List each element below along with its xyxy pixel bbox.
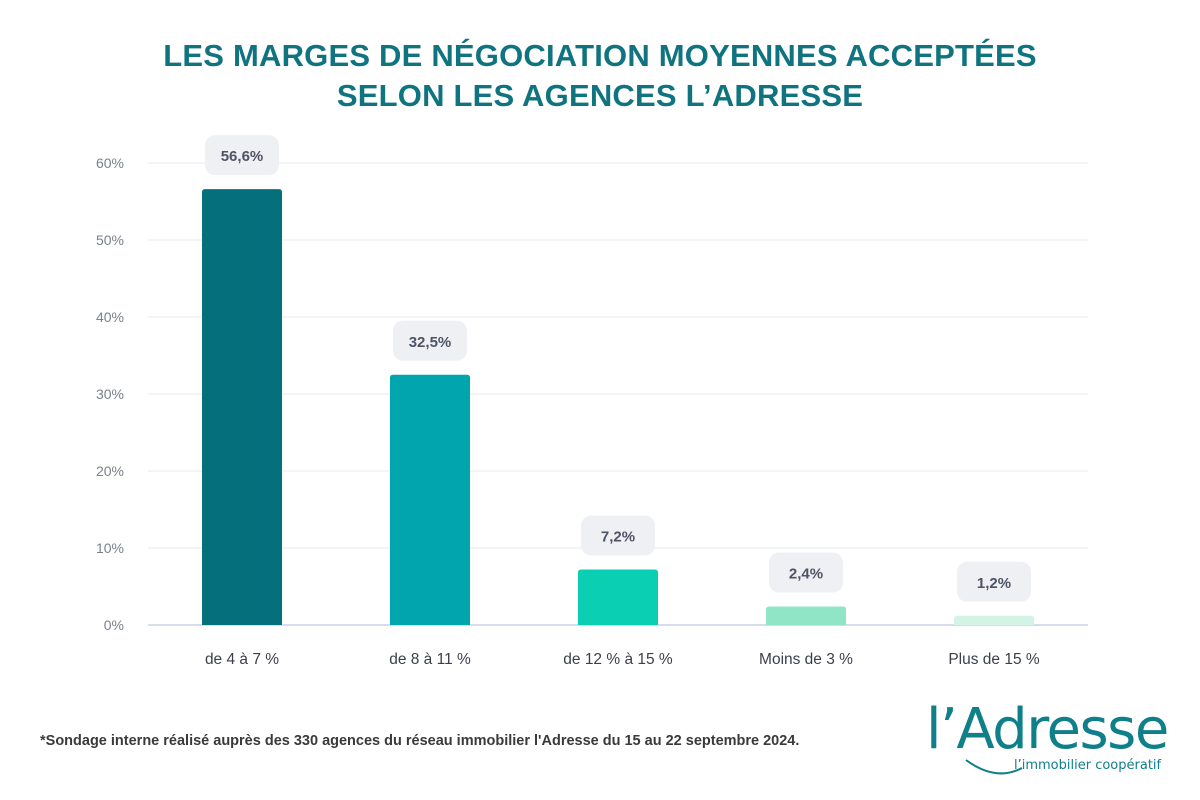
x-tick-label: Plus de 15 %: [948, 651, 1040, 668]
footnote: *Sondage interne réalisé auprès des 330 …: [40, 733, 800, 749]
bar: [202, 189, 282, 625]
bar: [954, 615, 1034, 625]
x-tick-label: Moins de 3 %: [759, 651, 853, 668]
logo-tagline: l’immobilier coopératif: [1014, 758, 1162, 773]
logo-swoosh-icon: [965, 759, 1023, 775]
chart-title: LES MARGES DE NÉGOCIATION MOYENNES ACCEP…: [0, 36, 1200, 116]
data-label-badge: [205, 135, 279, 176]
data-label: 56,6%: [221, 148, 264, 165]
y-tick-label: 0%: [104, 617, 124, 633]
bar: [578, 569, 658, 625]
y-tick-label: 60%: [96, 155, 124, 171]
y-tick-label: 20%: [96, 463, 124, 479]
y-tick-label: 50%: [96, 232, 124, 248]
data-label: 2,4%: [789, 566, 823, 583]
x-tick-label: de 4 à 7 %: [205, 651, 279, 668]
data-label: 1,2%: [977, 575, 1011, 592]
y-tick-label: 30%: [96, 386, 124, 402]
data-label-badge: [957, 561, 1031, 602]
data-label-badge: [581, 515, 655, 556]
bar: [766, 606, 846, 625]
x-tick-label: de 8 à 11 %: [389, 651, 471, 668]
logo-wordmark: l’Adresse: [926, 697, 1169, 762]
x-tick-label: de 12 % à 15 %: [563, 651, 673, 668]
data-label: 32,5%: [409, 334, 452, 351]
y-tick-label: 40%: [96, 309, 124, 325]
bar-chart: 0% 10% 20% 30% 40% 50% 60% 56,6% de 4 à 7 % 32,5%…: [96, 135, 1088, 668]
chart-title-line-2: SELON LES AGENCES L’ADRESSE: [336, 78, 864, 113]
data-label: 7,2%: [601, 529, 635, 546]
y-tick-label: 10%: [96, 540, 124, 556]
bar: [390, 374, 470, 625]
brand-logo: l’Adresse l’immobilier coopératif: [926, 698, 1176, 788]
chart-title-line-1: LES MARGES DE NÉGOCIATION MOYENNES ACCEP…: [163, 38, 1037, 73]
data-label-badge: [393, 320, 467, 361]
data-label-badge: [769, 552, 843, 593]
